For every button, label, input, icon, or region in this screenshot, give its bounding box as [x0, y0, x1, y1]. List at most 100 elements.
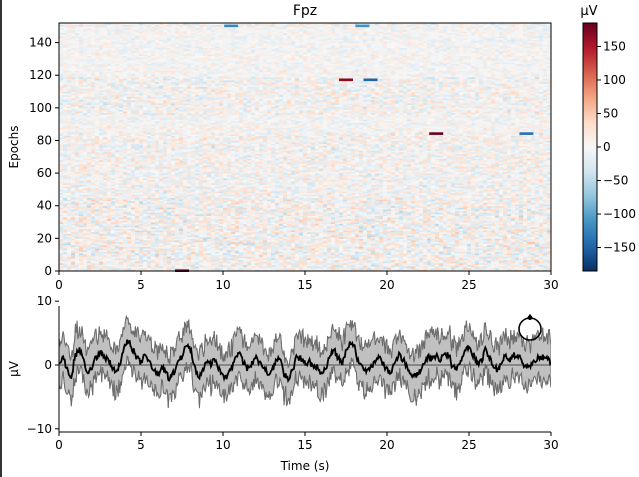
heatmap-cell — [451, 267, 456, 270]
heatmap-cell — [191, 262, 196, 265]
heatmap-cell — [323, 269, 328, 272]
heatmap-cell — [291, 266, 296, 269]
heatmap-cell — [507, 267, 512, 270]
heatmap-cell — [403, 262, 408, 265]
heatmap-cell — [219, 266, 224, 269]
heatmap-cell — [207, 264, 212, 267]
heatmap-cell — [279, 262, 284, 265]
heatmap-cell — [487, 266, 492, 269]
heatmap-cell — [99, 261, 104, 264]
heatmap-cell — [143, 269, 148, 272]
heatmap-cell — [59, 264, 64, 267]
heatmap-cell — [255, 262, 260, 265]
heatmap-cell — [203, 262, 208, 265]
heatmap-cell — [63, 264, 68, 267]
heatmap-cell — [435, 266, 440, 269]
heatmap-cell — [463, 264, 468, 267]
heatmap-cell — [207, 267, 212, 270]
heatmap-cell — [259, 262, 264, 265]
heatmap-cell — [107, 264, 112, 267]
heatmap-cell — [475, 262, 480, 265]
heatmap-cell — [379, 269, 384, 272]
heatmap-cell — [311, 262, 316, 265]
heatmap-cell — [543, 262, 548, 265]
heatmap-cell — [375, 264, 380, 267]
heatmap-cell — [87, 267, 92, 270]
heatmap-cell — [91, 269, 96, 272]
heatmap-cell — [339, 262, 344, 265]
heatmap-cell — [395, 269, 400, 272]
heatmap-cell — [143, 266, 148, 269]
heatmap-cell — [367, 267, 372, 270]
heatmap-cell — [427, 264, 432, 267]
heatmap-cell — [147, 267, 152, 270]
heatmap-cell — [375, 269, 380, 272]
heatmap-cell — [331, 262, 336, 265]
heatmap-cell — [451, 266, 456, 269]
heatmap-cell — [199, 266, 204, 269]
heatmap-cell — [311, 264, 316, 267]
heatmap-cell — [127, 262, 132, 265]
heatmap-cell — [391, 267, 396, 270]
heatmap-cell — [491, 266, 496, 269]
heatmap-cell — [339, 269, 344, 272]
heatmap-cell — [455, 266, 460, 269]
heatmap-cell — [251, 262, 256, 265]
heatmap-cell — [363, 269, 368, 272]
heatmap-cell — [331, 267, 336, 270]
heatmap-cell — [203, 267, 208, 270]
heatmap-cell — [187, 262, 192, 265]
heatmap-cell — [175, 261, 180, 264]
heatmap-cell — [235, 267, 240, 270]
heatmap-cell — [75, 267, 80, 270]
heatmap-cell — [63, 261, 68, 264]
heatmap-cell — [407, 264, 412, 267]
heatmap-cell — [67, 266, 72, 269]
heatmap-cell — [135, 269, 140, 272]
heatmap-cell — [539, 266, 544, 269]
heatmap-cell — [471, 269, 476, 272]
heatmap-cell — [535, 269, 540, 272]
heatmap-cell — [211, 267, 216, 270]
heatmap-cell — [487, 264, 492, 267]
heatmap-cell — [255, 267, 260, 270]
heatmap-cell — [471, 262, 476, 265]
heatmap-cell — [535, 262, 540, 265]
heatmap-cell — [463, 262, 468, 265]
heatmap-cell — [435, 267, 440, 270]
heatmap-cell — [355, 269, 360, 272]
heatmap-cell — [99, 264, 104, 267]
heatmap-cell — [135, 261, 140, 264]
heatmap-cell — [527, 264, 532, 267]
heatmap-cell — [395, 264, 400, 267]
heatmap-cell — [363, 267, 368, 270]
heatmap-cell — [387, 266, 392, 269]
heatmap-cell — [279, 264, 284, 267]
heatmap-cell — [235, 264, 240, 267]
heatmap-cell — [179, 266, 184, 269]
heatmap-cell — [523, 269, 528, 272]
heatmap-cell — [59, 269, 64, 272]
heatmap-cell — [519, 267, 524, 270]
heatmap-cell — [207, 269, 212, 272]
heatmap-cell — [383, 264, 388, 267]
heatmap-cell — [115, 261, 120, 264]
heatmap-cell — [503, 262, 508, 265]
heatmap-cell — [543, 264, 548, 267]
heatmap-cell — [183, 267, 188, 270]
heatmap-cell — [131, 267, 136, 270]
heatmap-cell — [467, 262, 472, 265]
heatmap-cell — [371, 262, 376, 265]
heatmap-cell — [251, 267, 256, 270]
heatmap-cell — [303, 262, 308, 265]
heatmap-cell — [483, 267, 488, 270]
heatmap-cell — [495, 266, 500, 269]
heatmap-cell — [347, 269, 352, 272]
heatmap-cell — [439, 266, 444, 269]
heatmap-cell — [451, 262, 456, 265]
heatmap-cell — [215, 269, 220, 272]
heatmap-cell — [223, 269, 228, 272]
heatmap-cell — [539, 267, 544, 270]
heatmap-cell — [295, 262, 300, 265]
